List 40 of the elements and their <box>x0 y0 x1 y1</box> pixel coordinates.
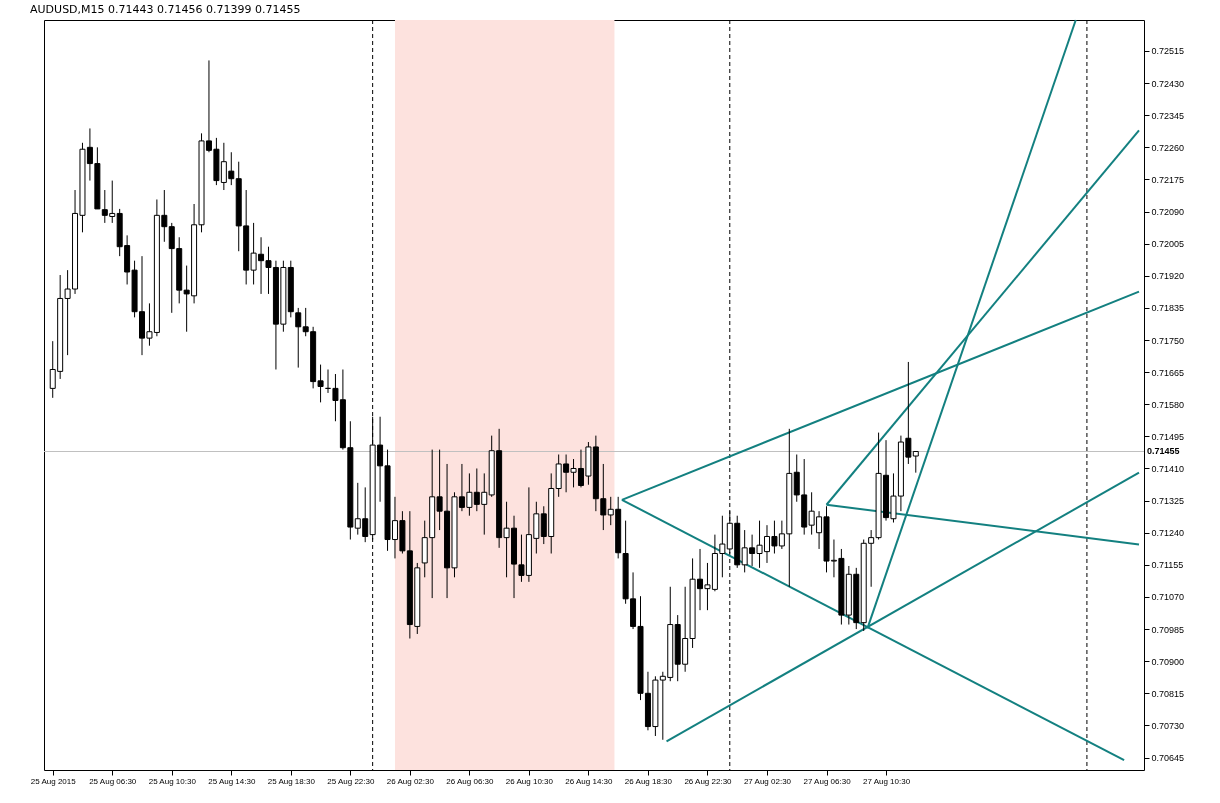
y-tick-label: 0.71325 <box>1151 496 1185 507</box>
y-tick-label: 0.71495 <box>1151 431 1185 442</box>
ref-line-label: 0.71455 <box>1147 446 1180 457</box>
y-tick-label: 0.72090 <box>1151 207 1185 218</box>
y-tick-label: 0.72175 <box>1151 174 1185 185</box>
x-tick-label: 26 Aug 10:30 <box>505 776 554 786</box>
y-tick-label: 0.72430 <box>1151 78 1185 89</box>
x-tick-label: 26 Aug 18:30 <box>624 776 673 786</box>
x-tick-label: 25 Aug 14:30 <box>208 776 256 786</box>
y-tick-label: 0.70730 <box>1151 720 1185 731</box>
y-tick-label: 0.72515 <box>1151 46 1185 57</box>
x-tick-label: 27 Aug 06:30 <box>803 776 852 786</box>
x-tick-label: 25 Aug 06:30 <box>89 776 137 786</box>
y-tick-label: 0.70815 <box>1151 688 1185 699</box>
y-tick-label: 0.70985 <box>1151 624 1185 635</box>
x-tick-label: 27 Aug 10:30 <box>862 776 911 786</box>
y-tick-label: 0.72260 <box>1151 142 1185 153</box>
y-tick-label: 0.71920 <box>1151 271 1185 282</box>
x-tick-label: 27 Aug 02:30 <box>743 776 792 786</box>
x-tick-label: 26 Aug 22:30 <box>684 776 733 786</box>
x-tick-label: 25 Aug 22:30 <box>327 776 375 786</box>
x-tick-label: 26 Aug 14:30 <box>565 776 614 786</box>
y-tick-label: 0.71665 <box>1151 367 1185 378</box>
y-tick-label: 0.71750 <box>1151 335 1185 346</box>
x-tick-label: 26 Aug 06:30 <box>446 776 494 786</box>
x-tick-label: 25 Aug 2015 <box>30 776 77 786</box>
chart-title: AUDUSD,M15 0.71443 0.71456 0.71399 0.71455 <box>30 3 301 16</box>
y-tick-label: 0.70645 <box>1151 753 1185 764</box>
y-tick-label: 0.71835 <box>1151 303 1185 314</box>
y-tick-label: 0.71240 <box>1151 528 1185 539</box>
y-tick-label: 0.72345 <box>1151 110 1185 121</box>
x-tick-label: 25 Aug 18:30 <box>267 776 316 786</box>
y-tick-label: 0.72005 <box>1151 239 1185 250</box>
y-tick-label: 0.71070 <box>1151 592 1185 603</box>
y-tick-label: 0.71580 <box>1151 399 1185 410</box>
x-tick-label: 25 Aug 10:30 <box>148 776 197 786</box>
y-tick-label: 0.70900 <box>1151 656 1185 667</box>
y-tick-label: 0.71410 <box>1151 463 1185 474</box>
y-tick-label: 0.71155 <box>1151 560 1184 571</box>
x-tick-label: 26 Aug 02:30 <box>386 776 435 786</box>
